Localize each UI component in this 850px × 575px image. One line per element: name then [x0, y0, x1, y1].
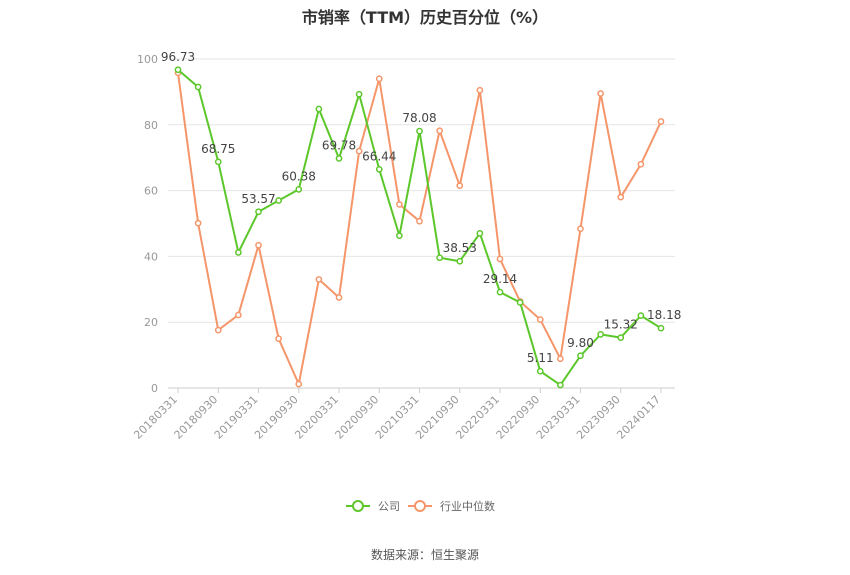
y-tick-label: 20 — [144, 316, 158, 329]
y-tick-label: 100 — [137, 53, 158, 66]
company-data-label: 69.78 — [322, 138, 356, 152]
industry-point — [637, 160, 645, 168]
x-tick-label: 20240117 — [614, 393, 663, 442]
company-point — [355, 90, 363, 98]
company-point — [174, 66, 182, 74]
industry-point — [255, 241, 262, 249]
company-point — [214, 158, 222, 166]
company-point — [597, 331, 604, 338]
industry-point — [275, 335, 282, 342]
company-point — [194, 83, 202, 91]
company-data-label: 15.32 — [604, 318, 638, 332]
data-source-note: 数据来源：恒生聚源 — [370, 548, 479, 562]
company-point — [516, 299, 524, 306]
industry-point — [577, 225, 584, 233]
industry-point — [617, 193, 625, 201]
company-point — [476, 230, 484, 237]
industry-point — [597, 90, 604, 97]
company-point — [637, 312, 645, 319]
company-data-label: 53.57 — [241, 192, 275, 206]
company-point — [295, 185, 303, 193]
industry-point — [436, 127, 443, 135]
company-point — [255, 208, 262, 216]
y-tick-label: 60 — [144, 185, 158, 198]
company-data-label: 78.08 — [402, 111, 436, 125]
company-point — [617, 334, 625, 341]
legend-marker-icon — [352, 500, 364, 512]
legend-item-industry[interactable]: 行业中位数 — [408, 499, 495, 513]
company-point — [436, 254, 443, 262]
company-point — [315, 105, 323, 113]
company-data-label: 96.73 — [161, 50, 195, 64]
company-point — [375, 166, 383, 173]
company-data-label: 5.11 — [527, 351, 554, 365]
company-data-label: 29.14 — [483, 272, 517, 286]
industry-point — [355, 147, 363, 155]
company-point — [235, 249, 242, 256]
legend[interactable]: 公司 行业中位数 — [346, 499, 495, 513]
industry-point — [335, 294, 343, 301]
y-tick-label: 80 — [144, 119, 158, 132]
data-labels: 96.73 68.75 53.57 60.38 69.78 66.44 78.08 38.53… — [161, 50, 682, 365]
industry-point — [375, 75, 383, 83]
company-point — [416, 127, 423, 135]
company-point — [657, 324, 665, 332]
legend-label: 行业中位数 — [440, 499, 495, 513]
legend-label: 公司 — [378, 500, 400, 513]
company-data-label: 18.18 — [647, 308, 681, 322]
industry-point — [456, 182, 464, 190]
company-data-label: 38.53 — [443, 241, 477, 255]
company-data-label: 9.80 — [567, 336, 594, 350]
company-point — [275, 197, 282, 204]
industry-point — [496, 255, 504, 263]
industry-point — [194, 219, 202, 227]
company-point — [456, 257, 464, 265]
y-tick-label: 0 — [151, 382, 158, 395]
company-point — [557, 381, 564, 389]
legend-item-company[interactable]: 公司 — [346, 500, 400, 513]
company-point — [396, 232, 403, 240]
company-point — [496, 288, 504, 296]
grid-lines — [168, 58, 675, 323]
industry-point — [214, 326, 222, 334]
industry-point — [557, 355, 564, 363]
y-tick-label: 40 — [144, 250, 158, 263]
industry-point — [295, 380, 303, 388]
industry-point — [536, 316, 544, 323]
company-point — [335, 155, 343, 162]
industry-point — [476, 86, 484, 94]
company-point — [536, 367, 544, 375]
industry-point — [416, 217, 423, 225]
industry-point — [657, 118, 665, 125]
company-point — [577, 352, 584, 360]
series-lines — [174, 66, 665, 389]
industry-point — [396, 201, 403, 208]
chart-title: 市销率（TTM）历史百分位（%） — [301, 8, 549, 27]
industry-point — [315, 276, 323, 283]
company-data-label: 68.75 — [201, 142, 235, 156]
company-data-label: 60.38 — [282, 169, 316, 183]
industry-point — [235, 311, 242, 319]
company-data-label: 66.44 — [362, 149, 396, 163]
legend-marker-icon — [414, 500, 426, 512]
